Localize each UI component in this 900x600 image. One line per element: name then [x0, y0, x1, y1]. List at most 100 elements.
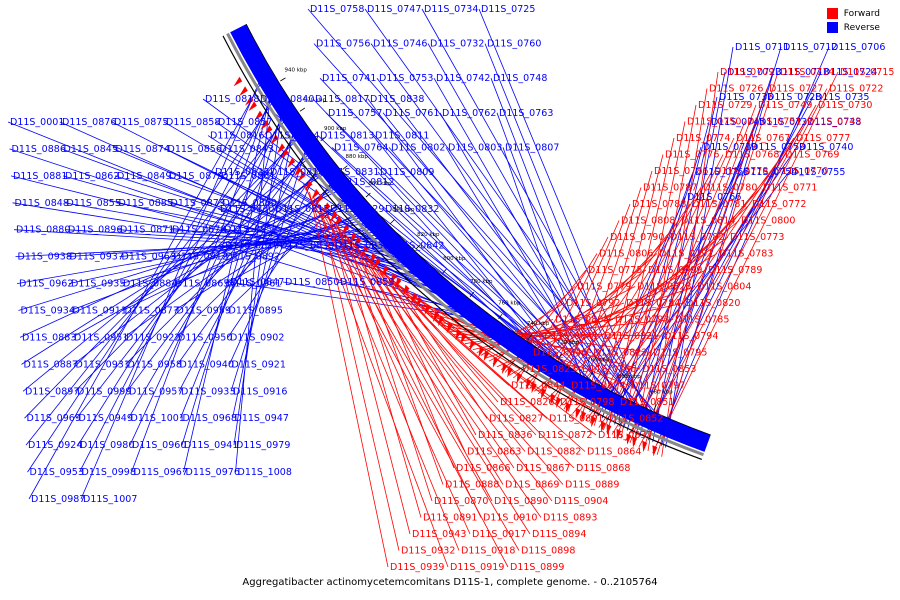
- forward-gene-mark: [531, 381, 537, 394]
- gene-label: D11S_0962: [19, 279, 73, 290]
- leader-line: [652, 71, 726, 443]
- tick-label: 920 kbp: [304, 97, 327, 103]
- forward-gene-mark: [591, 415, 596, 428]
- leader-line: [177, 154, 329, 365]
- forward-gene-mark: [280, 148, 289, 159]
- gene-label: D11S_0896: [68, 225, 122, 236]
- gene-label: D11S_0859: [340, 277, 394, 288]
- tick-label: 860 kbp: [368, 181, 391, 187]
- gene-label: D11S_0829: [330, 204, 384, 215]
- forward-gene-mark: [556, 396, 562, 408]
- gene-label: D11S_0785: [675, 315, 729, 326]
- tick-label: 880 kbp: [345, 154, 368, 160]
- gene-label: D11S_0732: [430, 39, 484, 50]
- leader-line: [306, 187, 449, 568]
- gene-label: D11S_0714: [780, 67, 834, 78]
- gene-label: D11S_0802: [391, 142, 445, 153]
- forward-gene-mark: [416, 296, 423, 308]
- forward-gene-mark: [652, 445, 658, 457]
- forward-gene-mark: [438, 315, 445, 327]
- gene-label: D11S_0963: [122, 252, 176, 263]
- tick-label: 760 kbp: [498, 300, 521, 306]
- gene-label: D11S_0768: [725, 150, 779, 161]
- forward-gene-mark: [526, 378, 532, 390]
- leader-line: [7, 121, 492, 316]
- leader-line: [354, 244, 504, 485]
- gene-label: D11S_0857: [218, 117, 272, 128]
- leader-line: [629, 104, 757, 443]
- leader-line: [559, 187, 762, 407]
- gene-label: D11S_0784: [626, 298, 680, 309]
- forward-gene-mark: [478, 346, 485, 358]
- gene-label: D11S_0757: [328, 108, 382, 119]
- leader-line: [605, 146, 798, 421]
- gene-label: D11S_0754: [743, 167, 797, 178]
- gene-label: D11S_0888: [445, 480, 499, 491]
- gene-label: D11S_0934: [21, 306, 75, 317]
- leader-line: [321, 207, 531, 535]
- genome-caption: Aggregatibacter actinomycetemcomitans D1…: [242, 577, 658, 588]
- grey-ring: [226, 32, 705, 457]
- forward-gene-mark: [616, 428, 622, 441]
- gene-label: D11S_0866: [456, 463, 510, 474]
- leader-line: [128, 119, 304, 419]
- gene-label: D11S_0889: [565, 480, 619, 491]
- gene-label: D11S_0933: [181, 386, 235, 397]
- gene-label: D11S_0863: [467, 447, 521, 458]
- tick-mark: [365, 192, 371, 198]
- gene-label: D11S_0817: [315, 94, 369, 105]
- leader-line: [385, 275, 537, 436]
- forward-gene-mark: [322, 202, 331, 213]
- gene-label: D11S_0868: [576, 463, 630, 474]
- leader-line: [639, 96, 718, 437]
- genome-ring: [222, 23, 711, 460]
- gene-label: D11S_0839: [280, 240, 334, 251]
- gene-label: D11S_0952: [224, 225, 278, 236]
- leader-line: [77, 103, 293, 446]
- gene-label: D11S_1007: [83, 494, 137, 505]
- gene-label: D11S_0886: [12, 144, 66, 155]
- gene-label: D11S_0851: [620, 397, 674, 408]
- gene-label: D11S_0775: [588, 265, 642, 276]
- tick-mark: [415, 244, 421, 250]
- gene-label: D11S_0811: [375, 131, 429, 142]
- tick-marks: 660 kbp 680 kbp 700 kbp 720 kbp 740 kbp 760 k…: [280, 68, 673, 410]
- gene-label: D11S_0764: [334, 142, 388, 153]
- gene-label: D11S_0738: [807, 117, 861, 128]
- leader-line: [125, 157, 332, 365]
- leader-line: [378, 269, 466, 452]
- forward-gene-mark: [304, 180, 313, 191]
- leader-line: [439, 112, 601, 386]
- gene-label: D11S_0805: [555, 315, 609, 326]
- forward-gene-mark: [293, 166, 302, 177]
- gene-label: D11S_0770: [774, 166, 828, 177]
- leader-line: [611, 121, 806, 435]
- gene-label: D11S_0998: [82, 467, 136, 478]
- gene-label: D11S_0950: [178, 332, 232, 343]
- leader-line: [341, 229, 553, 502]
- leader-line: [224, 205, 372, 284]
- gene-label: D11S_0938: [18, 252, 72, 263]
- forward-gene-mark: [287, 157, 296, 168]
- gene-label: D11S_0843: [220, 144, 274, 155]
- leader-line: [597, 171, 742, 417]
- gene-label: D11S_1008: [238, 467, 292, 478]
- gene-label: D11S_0763: [499, 108, 553, 119]
- leader-line: [25, 107, 296, 446]
- forward-gene-mark: [455, 328, 462, 341]
- reverse-strand-band: [230, 24, 711, 452]
- gene-label: D11S_0871: [120, 225, 174, 236]
- gene-label: D11S_0967: [134, 467, 188, 478]
- forward-gene-mark: [446, 322, 453, 334]
- gene-label: D11S_0876: [62, 117, 116, 128]
- forward-gene-mark: [516, 372, 523, 384]
- gene-label: D11S_0924: [28, 440, 82, 451]
- leader-line: [303, 184, 509, 568]
- forward-gene-mark: [315, 193, 324, 205]
- gene-label: D11S_0713: [775, 67, 829, 78]
- tick-mark: [390, 219, 395, 224]
- gene-label: D11S_0814: [681, 216, 735, 227]
- gene-label: D11S_0756: [316, 39, 370, 50]
- gene-label: D11S_0804: [697, 282, 751, 293]
